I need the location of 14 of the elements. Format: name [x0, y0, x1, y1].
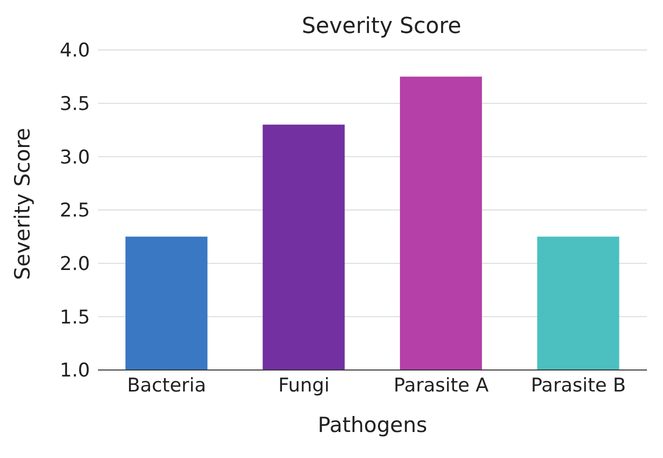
- x-axis-title: Pathogens: [318, 413, 428, 437]
- y-tick-label: 2.5: [60, 200, 90, 222]
- x-tick-label: Parasite B: [530, 374, 626, 396]
- x-tick-label: Bacteria: [127, 374, 206, 396]
- y-tick-label: 2.0: [60, 253, 90, 276]
- y-axis-title: Severity Score: [10, 128, 34, 280]
- x-tick-label: Parasite A: [394, 374, 489, 396]
- chart-title: Severity Score: [300, 14, 462, 39]
- y-tick-label: 3.0: [60, 146, 90, 168]
- y-tick-label: 1.0: [60, 360, 90, 382]
- y-tick-label: 4.0: [60, 40, 90, 62]
- x-tick-label: Fungi: [278, 374, 330, 396]
- y-tick-label: 1.5: [60, 306, 90, 328]
- y-tick-label: 3.5: [60, 93, 90, 116]
